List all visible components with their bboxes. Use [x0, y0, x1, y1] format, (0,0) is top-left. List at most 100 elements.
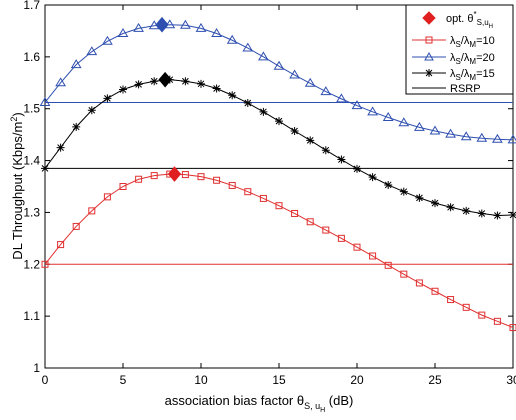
data-point-triangle — [414, 121, 425, 131]
legend-asterisk-marker — [425, 69, 433, 77]
data-point-asterisk — [181, 77, 190, 86]
data-point-square — [197, 173, 205, 181]
data-point-triangle — [351, 100, 363, 110]
data-point-square — [41, 260, 49, 268]
data-point-asterisk — [228, 91, 237, 100]
data-point-triangle — [429, 125, 441, 135]
y-tick-label: 1 — [33, 361, 40, 375]
x-axis-label: association bias factor θS, uH (dB) — [165, 393, 354, 414]
y-tick-label: 1.6 — [23, 50, 40, 64]
data-point-triangle — [336, 93, 347, 103]
data-point-triangle — [86, 46, 98, 56]
data-point-triangle — [102, 35, 113, 45]
data-point-asterisk — [399, 187, 408, 196]
svg-text:opt. θ*S,uH: opt. θ*S,uH — [446, 10, 493, 30]
series-group — [39, 19, 516, 332]
data-point-asterisk — [446, 203, 455, 212]
x-tick-label: 10 — [194, 373, 208, 387]
data-point-asterisk — [56, 143, 65, 152]
legend-box — [405, 4, 514, 95]
legend-square-marker — [425, 36, 433, 44]
y-tick-label: 1.1 — [23, 309, 40, 323]
data-point-square — [72, 222, 80, 230]
legend: opt. θ*S,uH λS/λM=10 λS/λM=20 λS/λM=15 R… — [405, 4, 514, 95]
optimum-diamond-marker — [155, 16, 169, 33]
series-0 — [41, 170, 516, 332]
x-tick-label: 20 — [350, 373, 364, 387]
data-point-triangle — [226, 34, 238, 44]
x-tick-label: 30 — [506, 373, 516, 387]
data-point-asterisk — [197, 79, 205, 88]
data-point-triangle — [242, 42, 254, 52]
data-point-square — [493, 317, 501, 325]
svg-text:λS/λM=20: λS/λM=20 — [450, 52, 495, 66]
data-point-asterisk — [493, 211, 502, 220]
data-point-asterisk — [119, 85, 127, 94]
data-point-triangle — [273, 60, 285, 70]
data-point-asterisk — [337, 155, 346, 164]
data-point-square — [228, 181, 236, 189]
x-tick-label: 5 — [120, 373, 127, 387]
data-point-square — [509, 324, 516, 332]
data-point-square — [400, 270, 408, 278]
data-point-triangle — [70, 59, 82, 69]
data-point-asterisk — [353, 164, 361, 173]
data-point-triangle — [117, 28, 129, 38]
x-tick-label: 15 — [272, 373, 286, 387]
data-point-triangle — [382, 112, 394, 122]
series-line — [44, 173, 514, 329]
data-point-square — [259, 194, 267, 202]
data-point-triangle — [320, 86, 332, 96]
data-point-square — [384, 261, 392, 269]
data-point-triangle — [195, 22, 207, 32]
data-point-square — [275, 202, 283, 210]
data-point-asterisk — [41, 164, 49, 173]
data-point-triangle — [39, 97, 51, 106]
data-point-triangle — [445, 128, 456, 138]
data-point-triangle — [289, 69, 300, 79]
data-point-triangle — [180, 19, 191, 29]
data-point-asterisk — [150, 77, 159, 86]
y-tick-label: 1.4 — [23, 154, 40, 168]
data-point-asterisk — [243, 99, 252, 108]
data-point-square — [306, 218, 314, 226]
series-1 — [39, 19, 516, 144]
optimum-diamond-marker — [158, 71, 172, 88]
data-point-square — [447, 296, 455, 304]
data-point-square — [415, 279, 423, 287]
data-point-square — [431, 287, 439, 295]
data-point-asterisk — [462, 206, 471, 215]
data-point-asterisk — [87, 106, 96, 115]
data-point-square — [150, 172, 158, 180]
data-point-asterisk — [415, 193, 424, 202]
optimum-markers — [155, 16, 182, 182]
data-point-asterisk — [212, 84, 221, 93]
svg-text:λS/λM=10: λS/λM=10 — [450, 35, 495, 49]
data-point-asterisk — [306, 136, 315, 145]
data-point-square — [478, 311, 486, 319]
legend-item-series-15: λS/λM=15 — [412, 68, 495, 82]
legend-item-series-20: λS/λM=20 — [412, 51, 495, 66]
x-tick-label: 0 — [42, 373, 49, 387]
data-point-triangle — [133, 22, 144, 32]
legend-item-rsrp: RSRP — [412, 83, 481, 95]
data-point-triangle — [460, 131, 472, 141]
svg-text:RSRP: RSRP — [450, 83, 481, 95]
data-point-asterisk — [368, 173, 377, 182]
data-point-square — [244, 188, 252, 196]
x-tick-label: 25 — [428, 373, 442, 387]
series-line — [44, 24, 514, 141]
data-point-square — [322, 226, 330, 234]
data-point-square — [119, 183, 127, 190]
data-point-triangle — [304, 77, 316, 87]
data-point-triangle — [492, 133, 503, 143]
data-point-asterisk — [477, 209, 486, 218]
data-point-triangle — [507, 134, 516, 144]
data-point-square — [213, 176, 221, 184]
data-point-triangle — [258, 51, 269, 61]
svg-text:λS/λM=15: λS/λM=15 — [450, 68, 495, 82]
data-point-triangle — [55, 77, 66, 87]
y-tick-label: 1.2 — [23, 257, 40, 271]
legend-diamond-marker — [422, 11, 436, 25]
